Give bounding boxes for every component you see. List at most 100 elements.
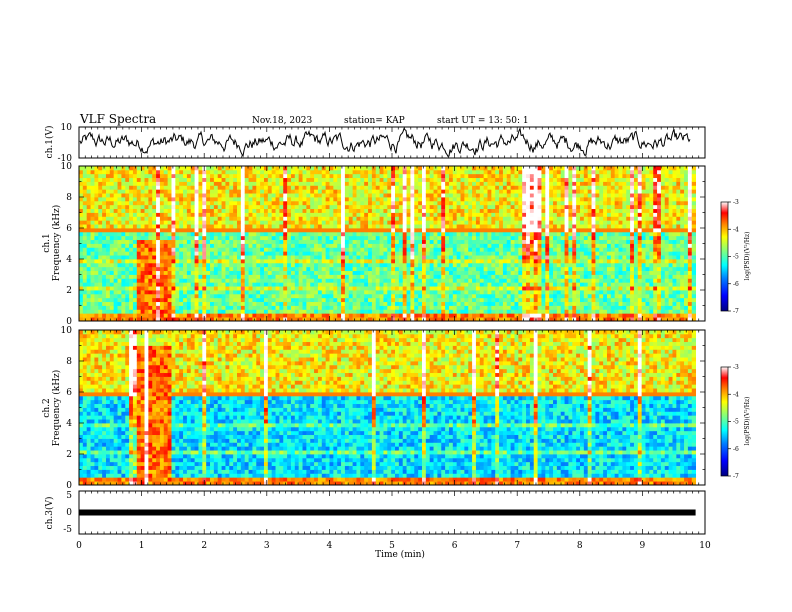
spectrogram-cell xyxy=(479,220,485,225)
spectrogram-cell xyxy=(225,193,230,198)
spectrogram-cell xyxy=(140,181,145,186)
spectrogram-cell xyxy=(152,177,157,182)
spectrogram-cell xyxy=(333,208,338,213)
spectrogram-cell xyxy=(306,290,311,295)
spectrogram-cell xyxy=(464,286,469,291)
spectrogram-cell xyxy=(468,193,473,198)
spectrogram-cell xyxy=(441,278,446,283)
spectrogram-cell xyxy=(537,247,542,252)
spectrogram-cell xyxy=(148,301,153,306)
spectrogram-cell xyxy=(418,266,423,272)
spectrogram-cell xyxy=(117,173,122,179)
spectrogram-cell xyxy=(290,266,296,272)
spectrogram-cell xyxy=(202,204,207,210)
spectrogram-cell xyxy=(414,305,419,310)
spectrogram-cell xyxy=(105,231,111,237)
spectrogram-cell xyxy=(129,204,134,210)
spectrogram-cell xyxy=(306,247,311,252)
spectrogram-cell xyxy=(229,173,234,179)
spectrogram-cell xyxy=(279,220,284,225)
spectrogram-cell xyxy=(460,243,465,248)
spectrogram-cell xyxy=(337,313,342,318)
spectrogram-cell xyxy=(375,259,380,264)
spectrogram-cell xyxy=(487,301,492,306)
spectrogram-cell xyxy=(217,282,222,287)
spectrogram-cell xyxy=(213,286,219,291)
spectrogram-cell xyxy=(495,255,500,260)
spectrogram-cell xyxy=(317,166,323,171)
spectrogram-cell xyxy=(456,212,461,217)
spectrogram-cell xyxy=(375,262,380,268)
spectrogram-cell xyxy=(156,212,161,217)
spectrogram-cell xyxy=(94,235,99,241)
spectrogram-cell xyxy=(314,177,319,182)
spectrogram-cell xyxy=(221,274,226,279)
spectrogram-cell xyxy=(132,189,138,194)
spectrogram-cell xyxy=(213,208,219,213)
spectrogram-cell xyxy=(502,270,508,275)
spectrogram-cell xyxy=(383,208,388,213)
spectrogram-cell xyxy=(252,259,257,264)
spectrogram-cell xyxy=(464,259,469,264)
spectrogram-cell xyxy=(510,216,515,221)
spectrogram-cell xyxy=(90,173,95,179)
spectrogram-cell xyxy=(518,193,523,198)
spectrogram-cell xyxy=(514,262,519,268)
spectrogram-cell xyxy=(121,235,126,241)
spectrogram-cell xyxy=(398,262,404,268)
spectrogram-cell xyxy=(387,293,392,299)
spectrogram-cell xyxy=(375,274,380,279)
spectrogram-cell xyxy=(156,220,161,225)
spectrogram-cell xyxy=(491,204,496,210)
spectrogram-cell xyxy=(140,293,145,299)
spectrogram-cell xyxy=(391,270,396,275)
spectrogram-cell xyxy=(402,185,407,190)
spectrogram-cell xyxy=(183,313,188,318)
spectrogram-cell xyxy=(302,228,307,233)
spectrogram-cell xyxy=(136,181,142,186)
spectrogram-cell xyxy=(221,208,226,213)
spectrogram-cell xyxy=(456,224,461,229)
spectrogram-cell xyxy=(441,220,446,225)
spectrogram-cell xyxy=(321,297,327,303)
spectrogram-cell xyxy=(90,224,95,229)
spectrogram-cell xyxy=(518,301,523,306)
spectrogram-cell xyxy=(410,173,415,179)
spectrogram-cell xyxy=(82,177,88,182)
spectrogram-cell xyxy=(287,282,292,287)
spectrogram-cell xyxy=(502,305,508,310)
spectrogram-cell xyxy=(233,305,238,310)
spectrogram-cell xyxy=(283,189,288,194)
spectrogram-cell xyxy=(105,259,111,264)
spectrogram-cell xyxy=(279,185,284,190)
spectrogram-cell xyxy=(483,239,488,244)
spectrogram-cell xyxy=(190,181,196,186)
spectrogram-cell xyxy=(410,282,415,287)
spectrogram-cell xyxy=(159,173,165,179)
spectrogram-cell xyxy=(213,220,219,225)
spectrogram-cell xyxy=(240,189,246,194)
spectrogram-cell xyxy=(499,166,504,171)
spectrogram-cell xyxy=(429,239,434,244)
spectrogram-cell xyxy=(456,185,461,190)
spectrogram-cell xyxy=(167,274,172,279)
spectrogram-cell xyxy=(248,309,253,314)
spectrogram-cell xyxy=(179,193,184,198)
spectrogram-cell xyxy=(129,208,134,213)
spectrogram-cell xyxy=(329,262,334,268)
spectrogram-cell xyxy=(421,181,427,186)
spectrogram-cell xyxy=(387,274,392,279)
spectrogram-cell xyxy=(518,282,523,287)
spectrogram-cell xyxy=(217,169,222,175)
spectrogram-cell xyxy=(479,270,485,275)
spectrogram-cell xyxy=(460,220,465,225)
spectrogram-cell xyxy=(290,212,296,217)
spectrogram-cell xyxy=(90,185,95,190)
spectrogram-cell xyxy=(437,305,442,310)
spectrogram-cell xyxy=(379,235,384,241)
spectrogram-cell xyxy=(248,313,253,318)
spectrogram-cell xyxy=(425,189,431,194)
spectrogram-cell xyxy=(202,243,207,248)
spectrogram-cell xyxy=(456,235,461,241)
spectrogram-cell xyxy=(302,212,307,217)
